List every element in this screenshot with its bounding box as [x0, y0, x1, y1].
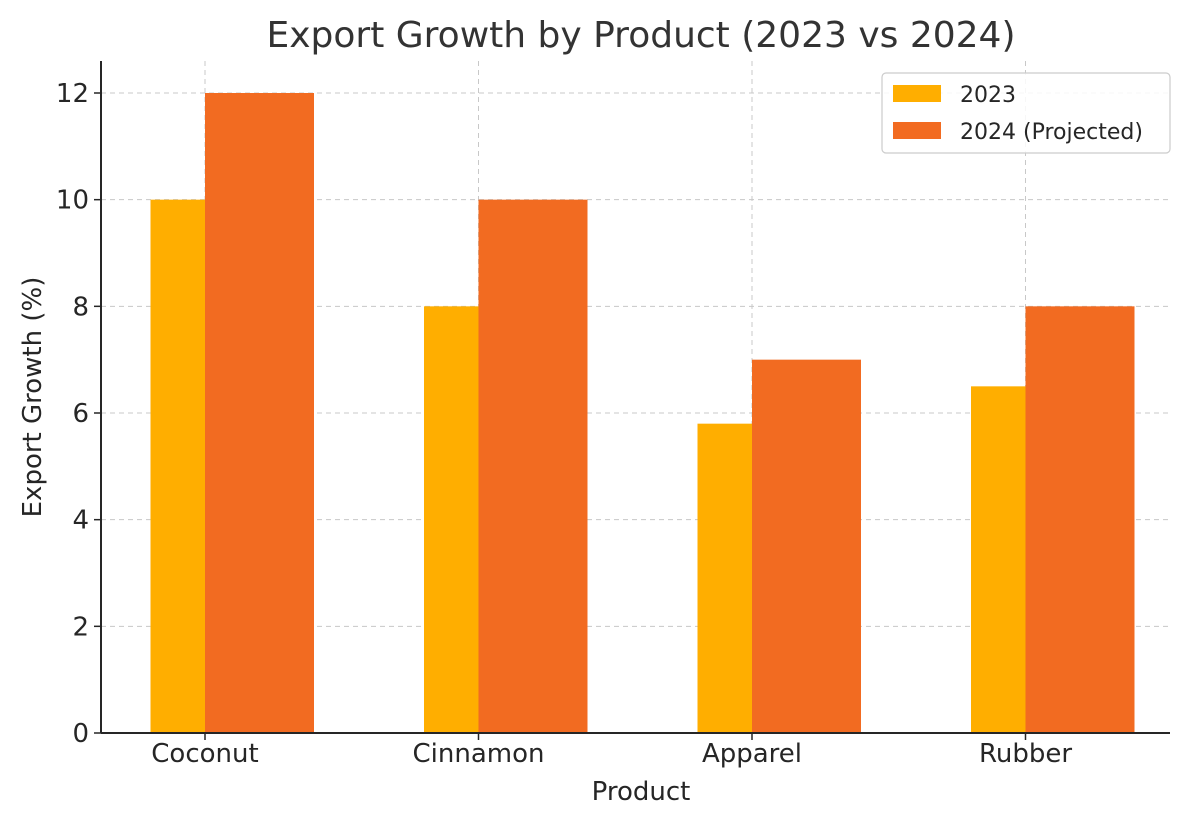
legend-label-2023: 2023 [960, 83, 1016, 108]
y-tick-label-0: 0 [72, 719, 89, 749]
x-tick-label-coconut: Coconut [151, 739, 258, 769]
x-tick-label-cinnamon: Cinnamon [413, 739, 545, 769]
bar-2024-projected-rubber [1025, 306, 1135, 733]
bar-2024-projected-coconut [205, 93, 314, 733]
x-tick-label-rubber: Rubber [979, 739, 1072, 769]
bar-2023-coconut [150, 199, 205, 733]
bar-2023-apparel [697, 423, 752, 733]
y-tick-label-2: 2 [72, 612, 89, 642]
x-axis-label: Product [592, 777, 691, 807]
y-tick-label-6: 6 [72, 399, 89, 429]
x-tick-label-apparel: Apparel [702, 739, 802, 769]
ticks: 0 2 4 6 8 10 12 Coconut Cinnamon Apparel Rubber [56, 79, 1072, 769]
legend-swatch-2024-projected [893, 122, 941, 139]
bar-2024-projected-apparel [752, 359, 861, 733]
axes [100, 61, 1170, 734]
bar-2023-cinnamon [424, 306, 479, 733]
y-tick-label-10: 10 [56, 186, 89, 216]
y-axis-label: Export Growth (%) [18, 277, 48, 518]
legend-swatch-2023 [893, 85, 941, 102]
legend: 2023 2024 (Projected) [881, 72, 1171, 154]
legend-label-2024-projected: 2024 (Projected) [960, 120, 1143, 145]
legend-frame [881, 72, 1171, 154]
bars [150, 93, 1135, 733]
bar-2024-projected-cinnamon [478, 199, 588, 733]
y-tick-label-4: 4 [72, 506, 89, 536]
y-tick-label-12: 12 [56, 79, 89, 109]
chart-title: Export Growth by Product (2023 vs 2024) [266, 15, 1015, 56]
bar-2023-rubber [971, 386, 1026, 733]
y-tick-label-8: 8 [72, 292, 89, 322]
